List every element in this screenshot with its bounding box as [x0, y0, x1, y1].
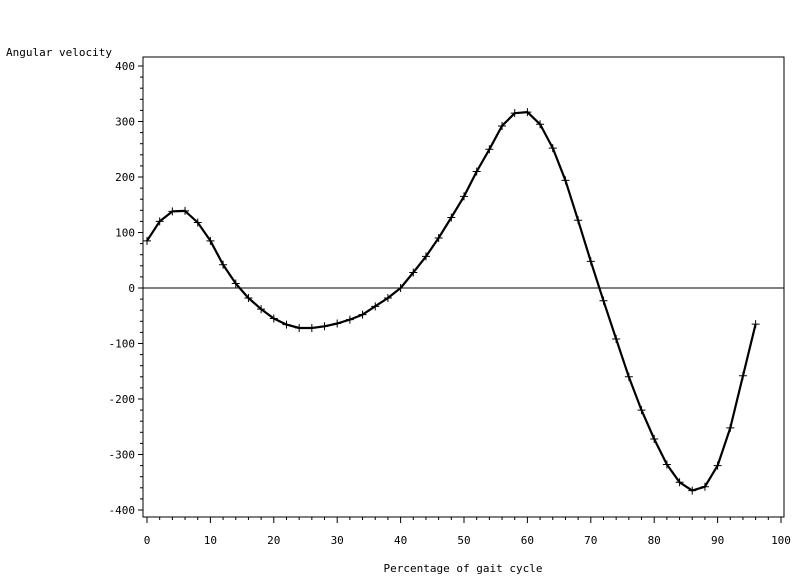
data-point-marker: [371, 302, 380, 311]
data-point-marker: [751, 320, 760, 329]
x-tick-label: 90: [711, 534, 724, 547]
data-point-marker: [231, 279, 240, 288]
x-tick-label: 10: [204, 534, 217, 547]
data-point-marker: [536, 120, 545, 129]
data-point-marker: [193, 218, 202, 227]
x-tick-label: 70: [584, 534, 597, 547]
x-axis-ticks: 0 10 20 30 40 50 60 70 80 90 100: [144, 517, 791, 547]
data-point-marker: [269, 314, 278, 323]
series-markers: [143, 108, 760, 495]
x-tick-label: 0: [144, 534, 151, 547]
data-point-marker: [548, 144, 557, 153]
data-point-marker: [307, 323, 316, 332]
data-point-marker: [320, 322, 329, 331]
data-point-marker: [738, 371, 747, 380]
data-point-marker: [168, 207, 177, 216]
y-tick-label: 300: [115, 116, 135, 129]
data-point-marker: [688, 486, 697, 495]
data-point-marker: [358, 310, 367, 319]
data-point-marker: [383, 293, 392, 302]
x-tick-label: 30: [331, 534, 344, 547]
data-point-marker: [257, 305, 266, 314]
data-point-marker: [574, 216, 583, 225]
y-axis-label: Angular velocity: [6, 46, 112, 59]
y-tick-label: -200: [109, 393, 136, 406]
data-point-marker: [472, 167, 481, 176]
data-point-marker: [586, 257, 595, 266]
data-point-marker: [447, 213, 456, 222]
series-line: [146, 110, 757, 492]
data-point-marker: [624, 372, 633, 381]
data-point-marker: [637, 406, 646, 415]
data-point-marker: [345, 315, 354, 324]
data-point-marker: [650, 434, 659, 443]
y-tick-label: 400: [115, 60, 135, 73]
data-point-marker: [662, 460, 671, 469]
data-point-marker: [675, 478, 684, 487]
data-point-marker: [181, 206, 190, 215]
x-tick-label: 40: [394, 534, 407, 547]
data-point-marker: [510, 109, 519, 118]
x-tick-label: 80: [648, 534, 661, 547]
data-point-marker: [434, 234, 443, 243]
data-point-marker: [219, 260, 228, 269]
data-point-marker: [700, 482, 709, 491]
data-point-marker: [143, 236, 151, 245]
x-tick-label: 100: [771, 534, 791, 547]
y-tick-label: -300: [109, 449, 136, 462]
x-axis-label: Percentage of gait cycle: [384, 562, 543, 575]
x-tick-label: 20: [267, 534, 280, 547]
data-point-marker: [155, 217, 164, 226]
data-point-marker: [295, 323, 304, 332]
data-point-marker: [561, 176, 570, 185]
y-tick-label: 200: [115, 171, 135, 184]
y-tick-label: -100: [109, 338, 136, 351]
data-point-marker: [460, 192, 468, 201]
data-point-marker: [612, 335, 621, 344]
x-tick-label: 60: [521, 534, 534, 547]
x-tick-label: 50: [457, 534, 470, 547]
data-point-marker: [282, 320, 291, 329]
data-point-marker: [244, 293, 253, 302]
data-point-marker: [713, 461, 722, 470]
y-tick-label: 0: [128, 282, 135, 295]
data-point-marker: [409, 268, 418, 277]
data-point-marker: [726, 423, 735, 432]
y-tick-label: -400: [109, 504, 136, 517]
y-axis-ticks: -400 -300 -200 -100 0 100 200 300 400: [109, 60, 143, 517]
data-point-marker: [599, 296, 608, 305]
data-point-marker: [206, 236, 215, 245]
data-point-marker: [485, 145, 494, 154]
data-point-marker: [396, 284, 405, 292]
data-point-marker: [421, 252, 430, 261]
y-tick-label: 100: [115, 227, 135, 240]
data-point-marker: [333, 319, 342, 328]
data-point-marker: [498, 121, 507, 130]
data-point-marker: [523, 108, 532, 117]
